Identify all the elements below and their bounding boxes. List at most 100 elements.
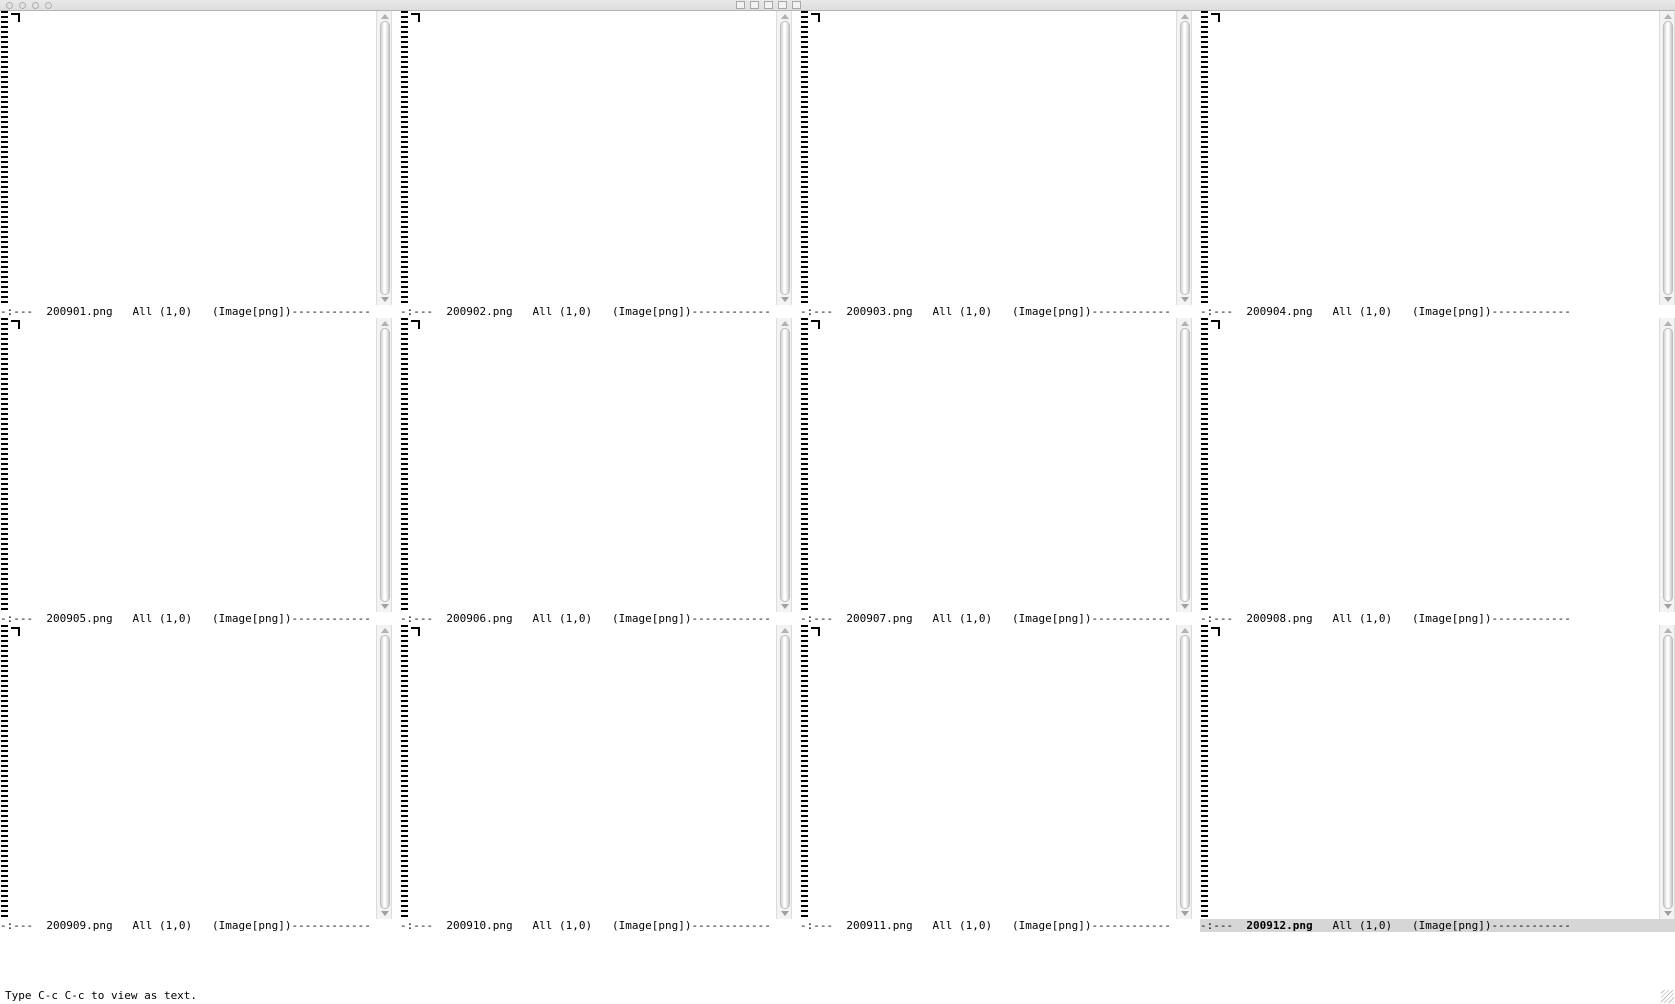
vertical-scrollbar[interactable] <box>1659 318 1675 612</box>
pane-divider[interactable] <box>392 625 400 932</box>
image-canvas[interactable] <box>809 625 1176 919</box>
toolbar-cut-icon[interactable] <box>45 2 52 9</box>
scroll-up-arrow-icon[interactable] <box>381 628 389 633</box>
scroll-down-arrow-icon[interactable] <box>781 297 789 302</box>
toolbar-undo-icon[interactable] <box>32 2 39 9</box>
modeline-200909[interactable]: -:--- 200909.png All (1,0) (Image[png])-… <box>0 919 392 932</box>
scrollbar-thumb[interactable] <box>380 635 390 909</box>
pane-200907[interactable]: -:--- 200907.png All (1,0) (Image[png])-… <box>800 318 1192 625</box>
pane-200912[interactable]: -:--- 200912.png All (1,0) (Image[png])-… <box>1200 625 1675 932</box>
scrollbar-thumb[interactable] <box>1663 21 1673 295</box>
pane-200901[interactable]: -:--- 200901.png All (1,0) (Image[png])-… <box>0 11 392 318</box>
scroll-up-arrow-icon[interactable] <box>1181 321 1189 326</box>
pane-200904[interactable]: -:--- 200904.png All (1,0) (Image[png])-… <box>1200 11 1675 318</box>
image-canvas[interactable] <box>809 11 1176 305</box>
vertical-scrollbar[interactable] <box>776 11 792 305</box>
pane-divider[interactable] <box>792 318 800 625</box>
pane-200905[interactable]: -:--- 200905.png All (1,0) (Image[png])-… <box>0 318 392 625</box>
resize-grip[interactable] <box>1661 990 1674 1003</box>
image-canvas[interactable] <box>1209 11 1659 305</box>
scrollbar-thumb[interactable] <box>1180 328 1190 602</box>
scroll-down-arrow-icon[interactable] <box>1181 604 1189 609</box>
modeline-200912[interactable]: -:--- 200912.png All (1,0) (Image[png])-… <box>1200 919 1675 932</box>
image-canvas[interactable] <box>409 318 776 612</box>
pane-200909[interactable]: -:--- 200909.png All (1,0) (Image[png])-… <box>0 625 392 932</box>
scroll-up-arrow-icon[interactable] <box>381 321 389 326</box>
vertical-scrollbar[interactable] <box>1659 11 1675 305</box>
modeline-200908[interactable]: -:--- 200908.png All (1,0) (Image[png])-… <box>1200 612 1675 625</box>
scroll-up-arrow-icon[interactable] <box>781 628 789 633</box>
scroll-up-arrow-icon[interactable] <box>1664 321 1672 326</box>
image-canvas[interactable] <box>409 625 776 919</box>
modeline-200903[interactable]: -:--- 200903.png All (1,0) (Image[png])-… <box>800 305 1192 318</box>
modeline-200911[interactable]: -:--- 200911.png All (1,0) (Image[png])-… <box>800 919 1192 932</box>
toolbar[interactable] <box>0 0 1675 11</box>
pane-divider[interactable] <box>792 11 800 318</box>
scroll-up-arrow-icon[interactable] <box>1664 14 1672 19</box>
pane-200902[interactable]: -:--- 200902.png All (1,0) (Image[png])-… <box>400 11 792 318</box>
scrollbar-thumb[interactable] <box>1663 635 1673 909</box>
scroll-down-arrow-icon[interactable] <box>781 604 789 609</box>
scroll-up-arrow-icon[interactable] <box>781 321 789 326</box>
toolbar-help-icon[interactable] <box>792 1 801 9</box>
vertical-scrollbar[interactable] <box>1176 11 1192 305</box>
vertical-scrollbar[interactable] <box>1176 625 1192 919</box>
image-canvas[interactable] <box>9 625 376 919</box>
image-canvas[interactable] <box>9 11 376 305</box>
scroll-down-arrow-icon[interactable] <box>1181 297 1189 302</box>
scroll-up-arrow-icon[interactable] <box>381 14 389 19</box>
modeline-200907[interactable]: -:--- 200907.png All (1,0) (Image[png])-… <box>800 612 1192 625</box>
modeline-200910[interactable]: -:--- 200910.png All (1,0) (Image[png])-… <box>400 919 792 932</box>
pane-200908[interactable]: -:--- 200908.png All (1,0) (Image[png])-… <box>1200 318 1675 625</box>
image-canvas[interactable] <box>809 318 1176 612</box>
pane-200903[interactable]: -:--- 200903.png All (1,0) (Image[png])-… <box>800 11 1192 318</box>
modeline-200904[interactable]: -:--- 200904.png All (1,0) (Image[png])-… <box>1200 305 1675 318</box>
scroll-down-arrow-icon[interactable] <box>381 297 389 302</box>
pane-200906[interactable]: -:--- 200906.png All (1,0) (Image[png])-… <box>400 318 792 625</box>
vertical-scrollbar[interactable] <box>1659 625 1675 919</box>
minibuffer[interactable]: Type C-c C-c to view as text. <box>0 988 1675 1004</box>
vertical-scrollbar[interactable] <box>776 625 792 919</box>
vertical-scrollbar[interactable] <box>1176 318 1192 612</box>
toolbar-copy-icon[interactable] <box>750 1 759 9</box>
scroll-down-arrow-icon[interactable] <box>781 911 789 916</box>
scroll-up-arrow-icon[interactable] <box>1181 14 1189 19</box>
toolbar-print-icon[interactable] <box>736 1 745 9</box>
scrollbar-thumb[interactable] <box>1180 635 1190 909</box>
image-canvas[interactable] <box>1209 625 1659 919</box>
image-canvas[interactable] <box>9 318 376 612</box>
scroll-up-arrow-icon[interactable] <box>781 14 789 19</box>
scrollbar-thumb[interactable] <box>780 635 790 909</box>
modeline-200902[interactable]: -:--- 200902.png All (1,0) (Image[png])-… <box>400 305 792 318</box>
scroll-down-arrow-icon[interactable] <box>1664 604 1672 609</box>
scroll-up-arrow-icon[interactable] <box>1181 628 1189 633</box>
scroll-down-arrow-icon[interactable] <box>1664 911 1672 916</box>
scroll-up-arrow-icon[interactable] <box>1664 628 1672 633</box>
scroll-down-arrow-icon[interactable] <box>1664 297 1672 302</box>
scrollbar-thumb[interactable] <box>780 21 790 295</box>
pane-divider[interactable] <box>792 625 800 932</box>
pane-divider[interactable] <box>392 318 400 625</box>
pane-divider[interactable] <box>1192 11 1200 318</box>
scrollbar-thumb[interactable] <box>380 21 390 295</box>
pane-divider[interactable] <box>392 11 400 318</box>
scrollbar-thumb[interactable] <box>780 328 790 602</box>
vertical-scrollbar[interactable] <box>376 11 392 305</box>
pane-divider[interactable] <box>1192 318 1200 625</box>
vertical-scrollbar[interactable] <box>376 625 392 919</box>
toolbar-open-icon[interactable] <box>6 2 13 9</box>
scroll-down-arrow-icon[interactable] <box>381 604 389 609</box>
vertical-scrollbar[interactable] <box>776 318 792 612</box>
modeline-200906[interactable]: -:--- 200906.png All (1,0) (Image[png])-… <box>400 612 792 625</box>
modeline-200905[interactable]: -:--- 200905.png All (1,0) (Image[png])-… <box>0 612 392 625</box>
pane-200910[interactable]: -:--- 200910.png All (1,0) (Image[png])-… <box>400 625 792 932</box>
scrollbar-thumb[interactable] <box>380 328 390 602</box>
scroll-down-arrow-icon[interactable] <box>1181 911 1189 916</box>
image-canvas[interactable] <box>409 11 776 305</box>
vertical-scrollbar[interactable] <box>376 318 392 612</box>
pane-divider[interactable] <box>1192 625 1200 932</box>
scroll-down-arrow-icon[interactable] <box>381 911 389 916</box>
toolbar-save-icon[interactable] <box>19 2 26 9</box>
toolbar-paste-icon[interactable] <box>764 1 773 9</box>
image-canvas[interactable] <box>1209 318 1659 612</box>
